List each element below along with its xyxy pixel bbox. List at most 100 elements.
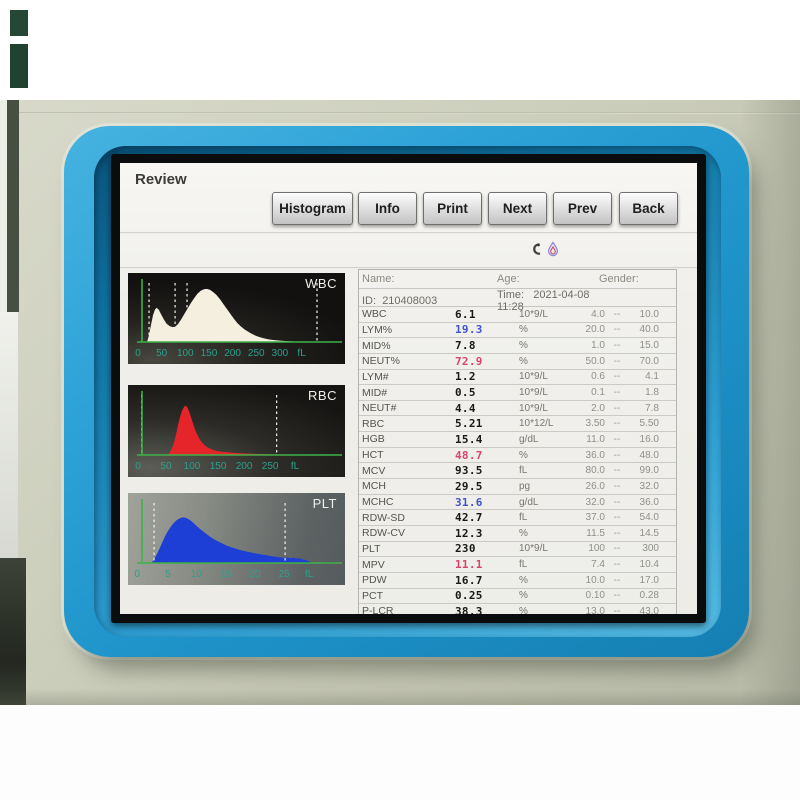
range-high: 7.8 <box>645 402 659 414</box>
plt-curve <box>151 517 312 563</box>
range-high: 10.4 <box>639 559 659 571</box>
range-separator: -- <box>613 496 621 508</box>
range-low: 1.0 <box>591 340 605 352</box>
range-low: 0.6 <box>591 371 605 383</box>
toolbar-button-back[interactable]: Back <box>619 192 678 225</box>
param-unit: 10*12/L <box>519 418 554 430</box>
param-unit: % <box>519 527 528 539</box>
param-unit: % <box>519 324 528 336</box>
param-name: RDW-SD <box>362 511 405 524</box>
range-separator: -- <box>613 605 621 614</box>
axis-tick-label: 250 <box>262 461 279 472</box>
axis-tick-label: 0 <box>135 348 141 359</box>
screen-bezel: Review Histogram Info Print Next Prev Back <box>64 126 749 657</box>
table-row-pdw: PDW 16.7% 10.0 -- 17.0 <box>359 573 676 589</box>
range-separator: -- <box>613 543 621 555</box>
param-value: 230 <box>455 542 476 556</box>
range-separator: -- <box>613 574 621 586</box>
param-unit: % <box>519 340 528 352</box>
param-value: 1.2 <box>455 370 476 384</box>
wbc-chart-label: WBC <box>305 276 337 291</box>
separator-line <box>120 267 697 269</box>
param-value: 0.5 <box>455 386 476 400</box>
range-high: 54.0 <box>639 512 659 524</box>
rbc-histogram-plot: 0 50 100 150 200 250 fL <box>135 391 342 472</box>
table-row-pct: PCT 0.25% 0.10 -- 0.28 <box>359 589 676 605</box>
range-high: 43.0 <box>639 605 659 614</box>
range-low: 7.4 <box>591 559 605 571</box>
param-unit: 10*9/L <box>519 543 548 555</box>
toolbar-button-prev[interactable]: Prev <box>553 192 612 225</box>
plt-histogram: 0 5 10 15 20 25 fL PLT <box>128 493 345 585</box>
param-unit: fL <box>519 559 528 571</box>
range-high: 10.0 <box>639 308 659 320</box>
param-name: MPV <box>362 558 385 571</box>
range-separator: -- <box>613 590 621 602</box>
axis-tick-label: 150 <box>210 461 227 472</box>
param-name: PDW <box>362 574 387 587</box>
background-strip <box>7 100 19 312</box>
range-high: 99.0 <box>639 465 659 477</box>
range-low: 2.0 <box>591 402 605 414</box>
param-name: HGB <box>362 433 385 446</box>
sample-id: ID: 210408003 <box>362 294 438 307</box>
range-high: 48.0 <box>639 449 659 461</box>
results-table: Name: Age: Gender: ID: 210408003 Time: 2… <box>358 269 677 614</box>
panel-seam <box>0 112 800 114</box>
table-row-hgb: HGB 15.4 g/dL 11.0 -- 16.0 <box>359 432 676 448</box>
range-separator: -- <box>613 512 621 524</box>
toolbar-button-info[interactable]: Info <box>358 192 417 225</box>
range-high: 4.1 <box>645 371 659 383</box>
param-name: MID# <box>362 386 388 399</box>
range-low: 26.0 <box>585 480 605 492</box>
table-row-mid%: MID% 7.8% 1.0 -- 15.0 <box>359 338 676 354</box>
axis-tick-label: 5 <box>165 569 171 580</box>
range-separator: -- <box>613 324 621 336</box>
range-low: 80.0 <box>585 465 605 477</box>
name-label: Name: <box>362 272 395 285</box>
param-unit: fL <box>519 465 528 477</box>
separator-line <box>120 232 697 234</box>
touchscreen: Review Histogram Info Print Next Prev Back <box>120 163 697 614</box>
rbc-chart-label: RBC <box>308 388 337 403</box>
table-row-lym%: LYM% 19.3% 20.0 -- 40.0 <box>359 323 676 339</box>
param-value: 38.3 <box>455 604 483 614</box>
range-high: 17.0 <box>639 574 659 586</box>
axis-tick-label: 0 <box>135 461 141 472</box>
table-row-hct: HCT 48.7% 36.0 -- 48.0 <box>359 448 676 464</box>
range-high: 300 <box>642 543 659 555</box>
wbc-curve <box>147 288 298 342</box>
range-low: 100 <box>588 543 605 555</box>
page-title: Review <box>135 171 187 188</box>
sample-time: Time: 2021-04-08 11:28 <box>497 288 590 313</box>
axis-tick-label: 250 <box>248 348 265 359</box>
range-high: 14.5 <box>639 527 659 539</box>
range-low: 0.10 <box>585 590 605 602</box>
rbc-curve <box>167 405 292 455</box>
wbc-histogram-plot: 0 50 100 150 200 250 300 fL <box>135 279 342 359</box>
toolbar-button-next[interactable]: Next <box>488 192 547 225</box>
param-name: LYM# <box>362 370 389 383</box>
background-strip <box>0 100 7 312</box>
param-value: 11.1 <box>455 558 483 572</box>
param-value: 6.1 <box>455 307 476 321</box>
table-row-rdw-sd: RDW-SD 42.7 fL 37.0 -- 54.0 <box>359 510 676 526</box>
param-unit: % <box>519 605 528 614</box>
param-unit: % <box>519 355 528 367</box>
param-value: 93.5 <box>455 464 483 478</box>
range-high: 0.28 <box>639 590 659 602</box>
table-row-mch: MCH 29.5 pg 26.0 -- 32.0 <box>359 479 676 495</box>
param-name: MCV <box>362 464 386 477</box>
range-low: 13.0 <box>585 605 605 614</box>
table-row-mcv: MCV 93.5 fL 80.0 -- 99.0 <box>359 463 676 480</box>
range-high: 5.50 <box>639 418 659 430</box>
param-unit: % <box>519 449 528 461</box>
range-separator: -- <box>613 371 621 383</box>
table-row-neut#: NEUT# 4.4 10*9/L 2.0 -- 7.8 <box>359 401 676 417</box>
axis-tick-label: fL <box>305 569 314 580</box>
toolbar-button-histogram[interactable]: Histogram <box>272 192 353 225</box>
toolbar-button-print[interactable]: Print <box>423 192 482 225</box>
param-unit: g/dL <box>519 496 539 508</box>
background-bottom <box>0 705 800 800</box>
